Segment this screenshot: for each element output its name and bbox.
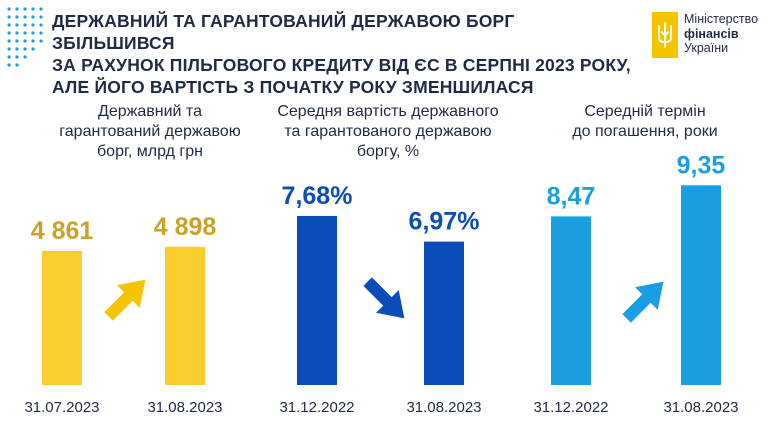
panel-term-title: Середній термін до погашення, роки bbox=[535, 102, 755, 142]
title-line-3: АЛЕ ЙОГО ВАРТІСТЬ З ПОЧАТКУ РОКУ ЗМЕНШИЛ… bbox=[52, 77, 534, 97]
logo-text: Міністерство фінансів України bbox=[684, 12, 758, 56]
value-label-3-2: 9,35 bbox=[677, 151, 726, 179]
chart-panel-1: 4 861 31.07.2023 4 898 31.08.2023 bbox=[24, 213, 222, 416]
value-label-1-2: 4 898 bbox=[154, 213, 217, 241]
panel-term: Середній термін до погашення, роки bbox=[535, 0, 755, 439]
panel-cost-title-line-1: Середня вартість державного bbox=[277, 103, 499, 120]
value-label-2-2: 6,97% bbox=[409, 208, 480, 236]
panel-cost-title: Середня вартість державного та гарантова… bbox=[268, 102, 508, 162]
bar-1-2 bbox=[165, 246, 205, 385]
category-label-2-2: 31.08.2023 bbox=[406, 399, 481, 416]
category-label-1-2: 31.08.2023 bbox=[147, 399, 222, 416]
title-line-2: ЗА РАХУНОК ПІЛЬГОВОГО КРЕДИТУ ВІД ЄС В С… bbox=[52, 55, 631, 75]
arrow-up-icon-1 bbox=[104, 279, 146, 321]
title-line-1: ДЕРЖАВНИЙ ТА ГАРАНТОВАНИЙ ДЕРЖАВОЮ БОРГ … bbox=[52, 11, 515, 53]
panel-debt-title-line-3: борг, млрд грн bbox=[97, 143, 203, 160]
category-label-3-2: 31.08.2023 bbox=[663, 399, 738, 416]
category-label-1-1: 31.07.2023 bbox=[24, 399, 99, 416]
arrow-down-icon-2 bbox=[363, 277, 405, 319]
value-label-1-1: 4 861 bbox=[31, 217, 94, 245]
bar-2-2 bbox=[424, 241, 464, 385]
value-label-3-1: 8,47 bbox=[547, 182, 596, 210]
panel-debt-title-line-1: Державний та bbox=[98, 103, 202, 120]
panel-cost: Середня вартість державного та гарантова… bbox=[268, 0, 508, 439]
panel-cost-title-line-2: та гарантованого державою bbox=[284, 123, 492, 140]
chart-panel-3: 8,47 31.12.2022 9,35 31.08.2023 bbox=[533, 151, 738, 416]
panel-debt-title: Державний та гарантований державою борг,… bbox=[40, 102, 260, 162]
panel-debt-title-line-2: гарантований державою bbox=[59, 123, 241, 140]
category-label-3-1: 31.12.2022 bbox=[533, 399, 608, 416]
panel-term-title-line-2: до погашення, роки bbox=[572, 123, 718, 140]
panel-cost-title-line-3: боргу, % bbox=[356, 143, 420, 160]
page-title: ДЕРЖАВНИЙ ТА ГАРАНТОВАНИЙ ДЕРЖАВОЮ БОРГ … bbox=[52, 10, 632, 98]
trident-emblem-icon bbox=[652, 12, 678, 58]
bar-3-2 bbox=[681, 185, 721, 385]
bar-3-1 bbox=[551, 216, 591, 385]
bar-1-1 bbox=[42, 251, 82, 385]
panel-debt: Державний та гарантований державою борг,… bbox=[40, 0, 260, 439]
logo-line-2: фінансів bbox=[684, 26, 739, 41]
arrow-up-icon-3 bbox=[622, 281, 664, 323]
panel-term-title-line-1: Середній термін bbox=[584, 103, 706, 120]
value-label-2-1: 7,68% bbox=[282, 182, 353, 210]
decorative-dots bbox=[7, 7, 43, 67]
logo-line-3: України bbox=[684, 41, 729, 55]
category-label-2-1: 31.12.2022 bbox=[279, 399, 354, 416]
logo-line-1: Міністерство bbox=[684, 12, 759, 26]
ministry-logo: Міністерство фінансів України bbox=[652, 12, 772, 62]
bar-2-1 bbox=[297, 215, 337, 385]
chart-panel-2: 7,68% 31.12.2022 6,97% 31.08.2023 bbox=[279, 182, 481, 416]
